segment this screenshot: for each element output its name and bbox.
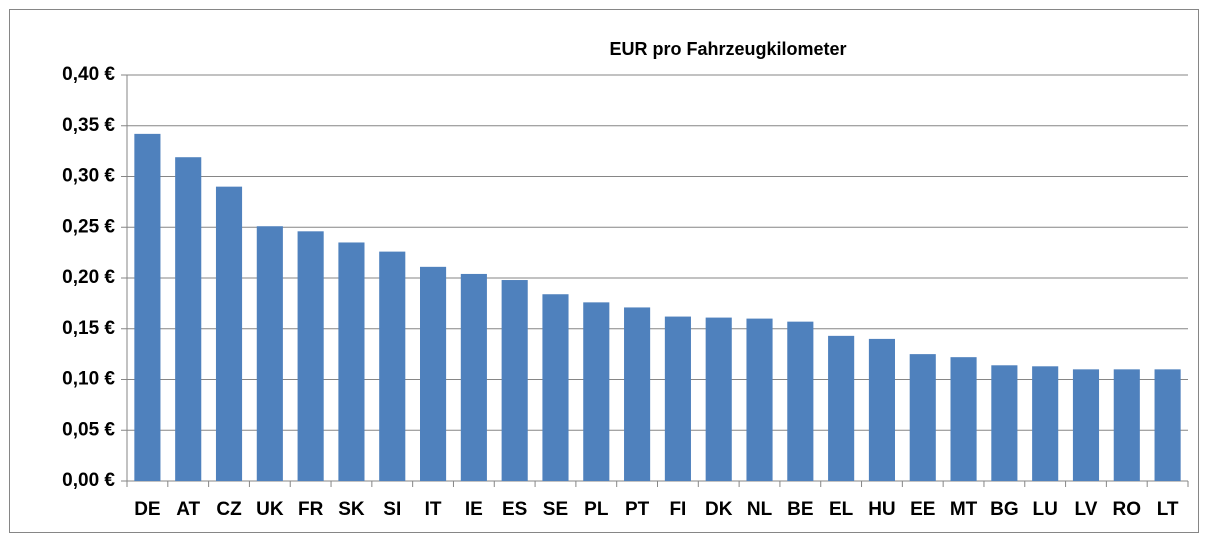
x-tick-label: FI — [669, 499, 686, 520]
y-tick-label: 0,15 € — [62, 318, 115, 339]
bar — [460, 273, 487, 481]
x-tick-label: DE — [134, 499, 160, 520]
y-tick-label: 0,30 € — [62, 166, 115, 187]
x-tick-label: CZ — [216, 499, 242, 520]
bar — [583, 302, 610, 481]
x-tick-label: ES — [502, 499, 527, 520]
y-tick-label: 0,00 € — [62, 470, 115, 491]
x-tick-label: LU — [1033, 499, 1058, 520]
bar — [624, 307, 651, 481]
x-tick-label: UK — [256, 499, 284, 520]
bar — [828, 335, 855, 481]
x-tick-label: EE — [910, 499, 935, 520]
bar — [501, 280, 528, 481]
x-tick-label: HU — [868, 499, 895, 520]
y-tick-label: 0,20 € — [62, 267, 115, 288]
y-tick-label: 0,40 € — [62, 64, 115, 85]
bar — [705, 317, 732, 481]
bar — [1113, 369, 1140, 481]
bar — [664, 316, 691, 481]
y-tick-label: 0,35 € — [62, 115, 115, 136]
x-tick-label: RO — [1113, 499, 1142, 520]
x-tick-label: LV — [1075, 499, 1098, 520]
bar — [134, 133, 161, 481]
x-tick-label: IE — [465, 499, 483, 520]
bar — [787, 321, 814, 481]
bar — [950, 357, 977, 481]
x-tick-label: LT — [1157, 499, 1179, 520]
y-tick-label: 0,10 € — [62, 369, 115, 390]
bar — [256, 226, 283, 481]
bar — [1072, 369, 1100, 481]
x-tick-label: NL — [747, 499, 773, 520]
bar — [1154, 369, 1181, 481]
y-tick-label: 0,05 € — [62, 419, 115, 440]
bar — [909, 354, 936, 481]
x-tick-label: SE — [543, 499, 568, 520]
bar — [297, 231, 324, 481]
bar — [379, 251, 406, 481]
x-tick-label: FR — [298, 499, 324, 520]
bar — [338, 242, 365, 481]
x-tick-label: AT — [176, 499, 200, 520]
bar — [542, 294, 569, 481]
x-tick-label: SI — [383, 499, 401, 520]
bar — [991, 365, 1018, 481]
x-tick-label: BE — [787, 499, 813, 520]
bar — [746, 318, 773, 481]
bar — [1032, 366, 1059, 481]
chart-title: EUR pro Fahrzeugkilometer — [609, 39, 846, 59]
x-tick-label: SK — [338, 499, 365, 520]
x-tick-label: BG — [990, 499, 1019, 520]
x-tick-label: DK — [705, 499, 733, 520]
bar — [868, 338, 896, 481]
x-tick-label: EL — [829, 499, 854, 520]
bar — [419, 266, 447, 481]
y-tick-label: 0,25 € — [62, 216, 115, 237]
bar — [175, 157, 202, 481]
bar — [215, 186, 243, 481]
x-tick-label: PL — [584, 499, 609, 520]
x-tick-label: IT — [425, 499, 442, 520]
x-tick-label: MT — [950, 499, 978, 520]
x-tick-label: PT — [625, 499, 650, 520]
